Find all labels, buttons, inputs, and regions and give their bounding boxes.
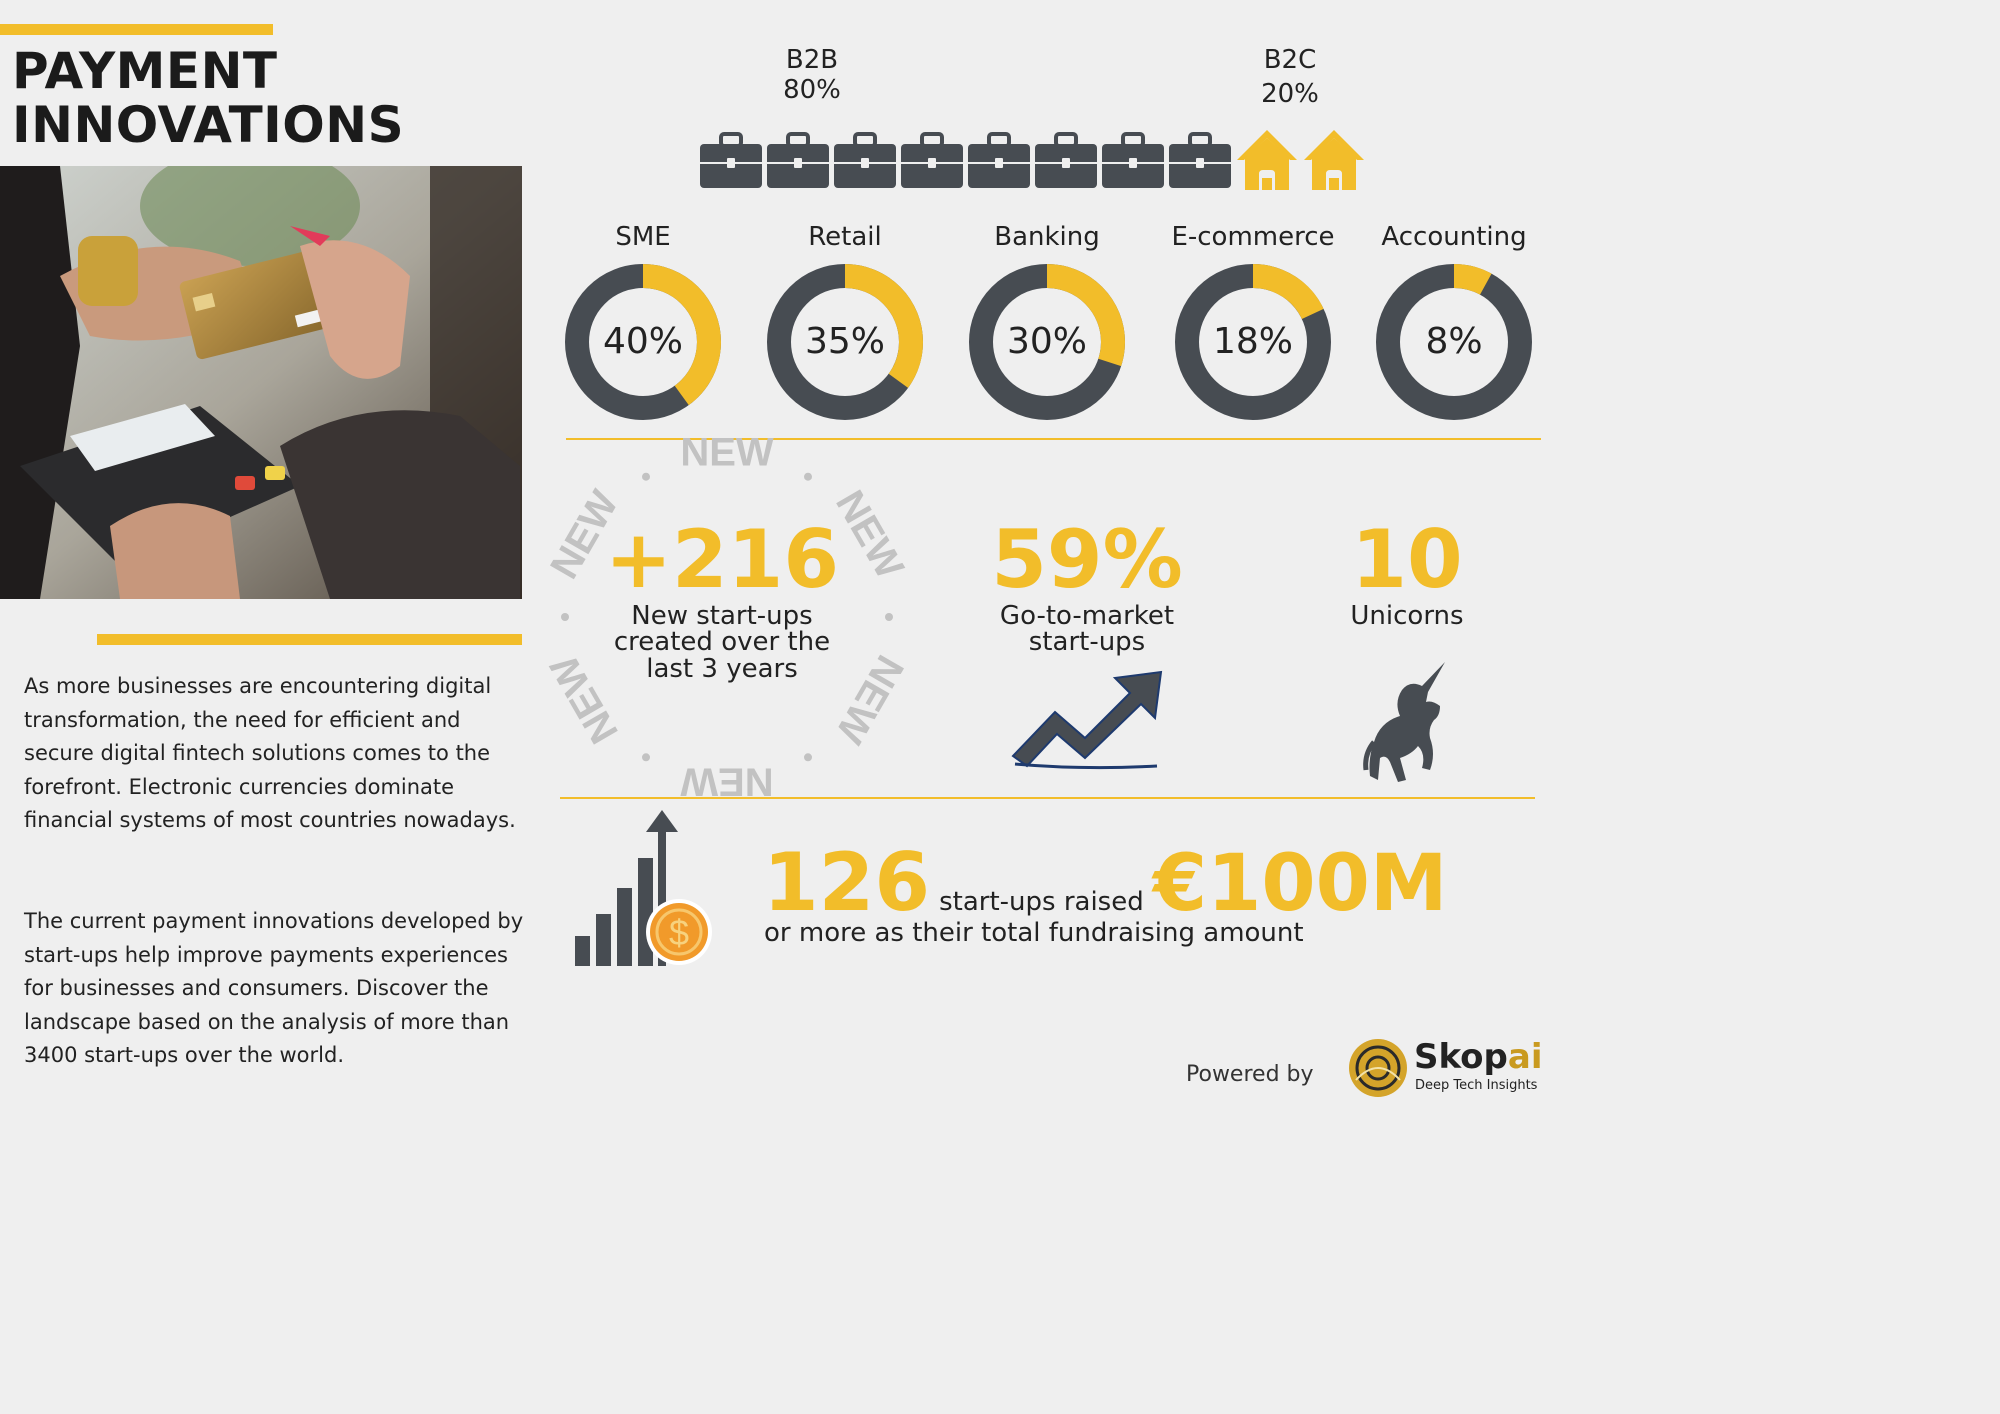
gtm-line2: start-ups — [1028, 627, 1146, 657]
segment-icon-row — [699, 128, 1379, 192]
briefcase-icon — [1035, 132, 1097, 188]
briefcase-icon — [700, 132, 762, 188]
growth-chart-coin-icon: $ — [575, 810, 712, 966]
sector-percent: 8% — [1425, 321, 1483, 362]
divider-bottom — [560, 797, 1535, 799]
powered-by-label: Powered by — [1186, 1062, 1314, 1087]
page-title-line1: PAYMENT — [12, 42, 278, 100]
skopai-brand-a: Skop — [1414, 1037, 1508, 1077]
page-title-line2: INNOVATIONS — [12, 96, 405, 154]
b2c-label: B2C 20% — [1230, 45, 1350, 109]
donut-value-arc — [1175, 264, 1331, 420]
ring-dot — [804, 753, 812, 762]
b2b-label: B2B 80% — [752, 45, 872, 105]
ring-word: NEW — [680, 759, 774, 797]
sector-percent: 35% — [804, 321, 885, 362]
ring-dot — [642, 753, 650, 762]
trend-arrow-icon — [1011, 670, 1163, 770]
sector-label: Banking — [994, 222, 1100, 252]
ring-dot — [561, 613, 569, 621]
sector-percent: 18% — [1212, 321, 1293, 362]
unicorn-icon — [1363, 662, 1445, 782]
fundraising-amount: €100M — [1152, 839, 1448, 929]
divider-top — [566, 438, 1541, 440]
unicorns-label: Unicorns — [1350, 601, 1464, 631]
skopai-logo-icon — [1349, 1039, 1407, 1097]
sector-donut: 40% — [563, 262, 723, 422]
page-title: PAYMENT INNOVATIONS — [12, 44, 404, 152]
briefcase-icon — [968, 132, 1030, 188]
b2b-pct: 80% — [783, 75, 841, 105]
sector-label: SME — [615, 222, 671, 252]
skopai-brand-b: ai — [1507, 1037, 1543, 1077]
briefcase-icon — [834, 132, 896, 188]
new-startups-line2: created over the — [613, 627, 831, 657]
sector-donut: 18% — [1173, 262, 1333, 422]
house-icon — [1304, 130, 1364, 190]
donut-value-arc — [767, 264, 923, 420]
ring-dot — [804, 472, 812, 481]
photo-accent-bar — [97, 634, 522, 645]
sector-donut: 35% — [765, 262, 925, 422]
briefcase-icon — [1102, 132, 1164, 188]
innovations-paragraph: The current payment innovations develope… — [24, 909, 524, 1068]
intro-paragraph: As more businesses are encountering digi… — [24, 674, 516, 833]
skopai-tagline: Deep Tech Insights — [1415, 1078, 1538, 1093]
fundraising-tail-text: or more as their total fundraising amoun… — [764, 918, 1304, 948]
gtm-line1: Go-to-market — [999, 601, 1175, 631]
sector-percent: 30% — [1006, 321, 1087, 362]
title-accent-bar — [0, 24, 273, 35]
donut-value-arc — [565, 264, 721, 420]
unicorns-value: 10 — [1351, 513, 1463, 606]
sector-label: E-commerce — [1171, 222, 1335, 252]
donut-value-arc — [969, 264, 1125, 420]
new-startups-line1: New start-ups — [631, 601, 813, 631]
briefcase-icon — [1169, 132, 1231, 188]
gtm-value: 59% — [991, 513, 1183, 606]
ring-word: NEW — [680, 437, 774, 475]
fundraising-middle-text: start-ups raised — [939, 887, 1144, 917]
briefcase-icon — [901, 132, 963, 188]
new-startups-value: +216 — [604, 513, 840, 606]
sector-donut: 30% — [967, 262, 1127, 422]
sector-percent: 40% — [602, 321, 683, 362]
house-icon — [1237, 130, 1297, 190]
ring-dot — [642, 472, 650, 481]
sector-label: Accounting — [1381, 222, 1527, 252]
ring-dot — [885, 613, 893, 621]
fundraising-headline: 126 start-ups raised €100M — [763, 836, 1448, 930]
fundraising-count: 126 — [763, 836, 930, 929]
sector-donut: 8% — [1374, 262, 1534, 422]
skopai-brand: Skopai — [1414, 1038, 1543, 1076]
briefcase-icon — [767, 132, 829, 188]
donut-value-arc — [1376, 264, 1532, 420]
new-startups-line3: last 3 years — [646, 654, 798, 684]
sector-label: Retail — [808, 222, 882, 252]
b2b-name: B2B — [785, 45, 839, 75]
coin-dollar-symbol: $ — [669, 912, 689, 953]
b2c-name: B2C — [1263, 45, 1317, 75]
b2c-pct: 20% — [1261, 79, 1319, 109]
card-payment-photo — [0, 166, 522, 599]
